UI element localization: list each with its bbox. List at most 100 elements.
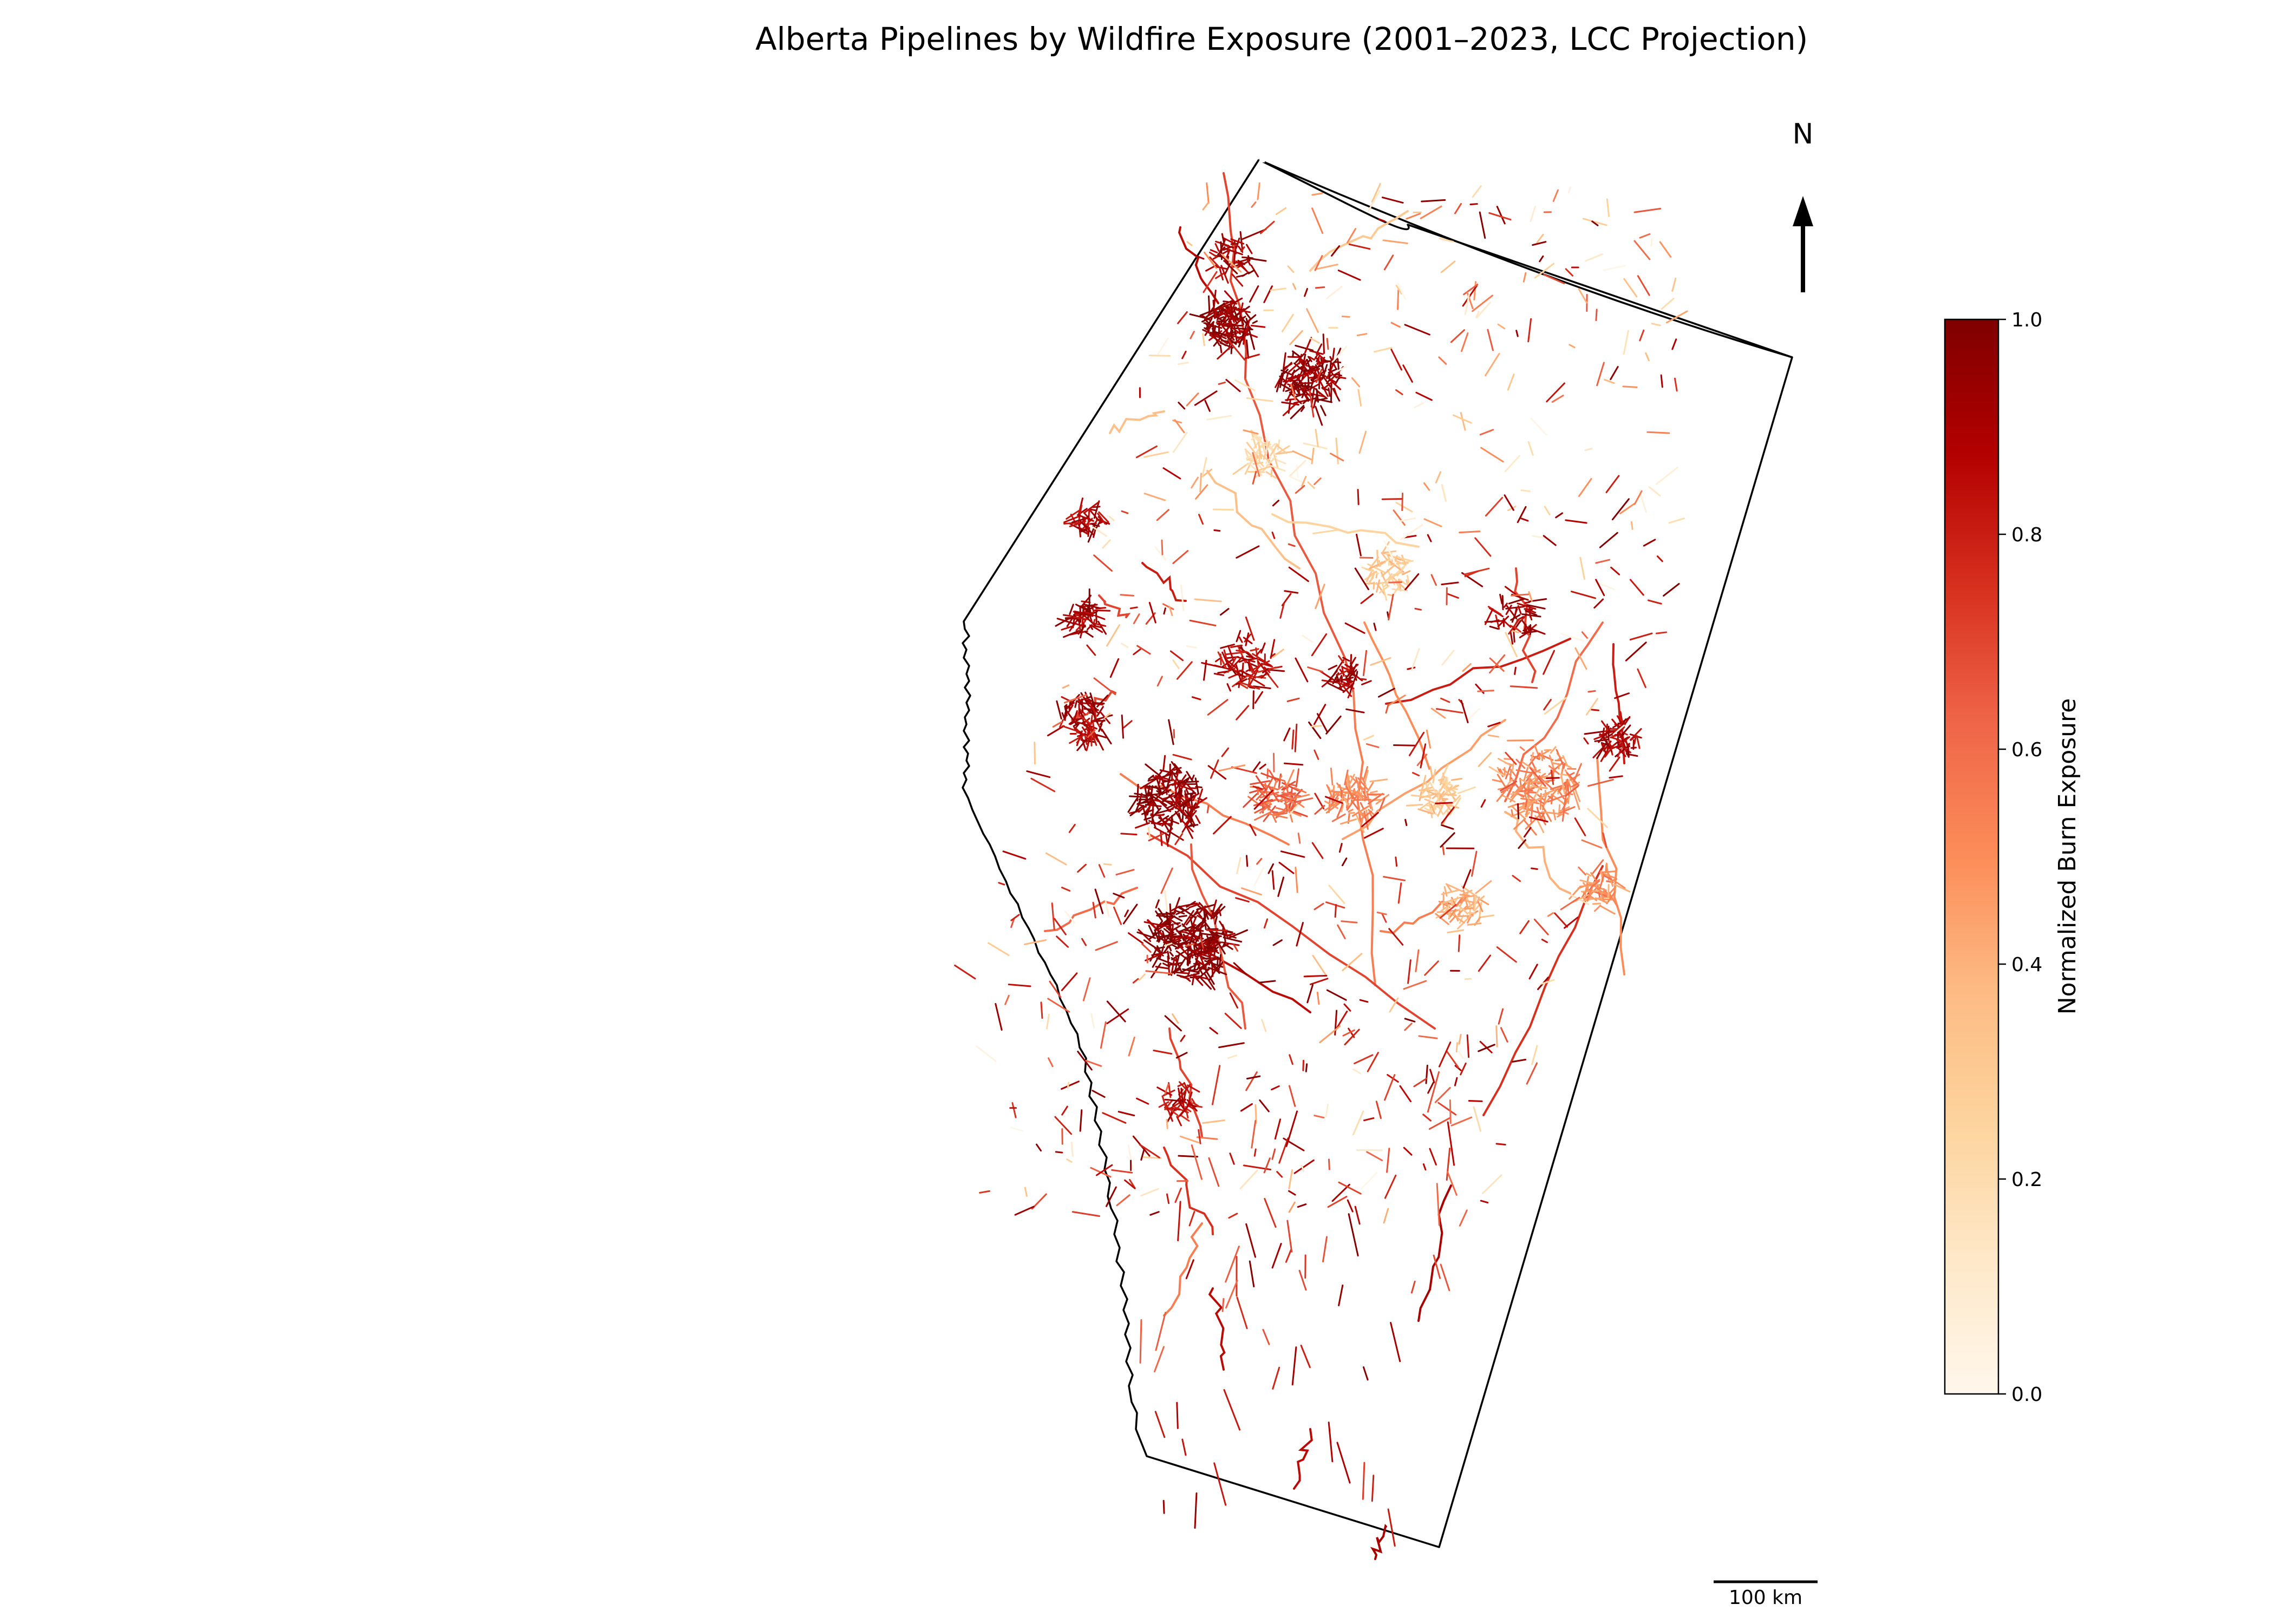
pipeline-segment (1284, 781, 1289, 794)
pipeline-segment (1406, 579, 1409, 587)
pipeline-segment (1253, 810, 1273, 821)
pipeline-segment (1136, 645, 1151, 655)
pipeline-segment (1259, 220, 1275, 234)
pipeline-segment (1105, 1186, 1117, 1207)
pipeline-segment (1295, 768, 1300, 788)
pipeline-segment (1095, 611, 1097, 624)
pipeline-segment (1479, 211, 1486, 239)
pipeline-segment (1158, 817, 1171, 827)
pipeline-segment (1291, 729, 1295, 750)
pipeline-segment (1605, 723, 1609, 738)
pipeline-segment (1092, 622, 1107, 627)
pipeline-segment (1196, 1136, 1218, 1140)
pipeline-segment (1358, 430, 1367, 454)
pipeline-segment (1427, 534, 1432, 542)
pipeline-segment (1569, 886, 1581, 900)
pipeline-segment (1188, 916, 1197, 935)
pipeline-segment (1475, 311, 1480, 318)
pipeline-segment (1278, 1137, 1289, 1164)
pipeline-segment (1086, 718, 1097, 728)
pipeline-segment (1195, 788, 1204, 808)
pipeline-segment (1303, 442, 1328, 450)
pipeline-segment (1172, 659, 1180, 669)
pipeline-segment (1179, 796, 1194, 808)
pipeline-segment (1203, 271, 1218, 293)
pipeline-segment (1238, 636, 1243, 643)
pipeline-segment (1447, 1121, 1455, 1166)
pipeline-segment (1084, 501, 1100, 513)
pipeline-segment (1348, 664, 1359, 673)
pipeline-segment (1403, 1147, 1413, 1156)
pipeline-segment (1530, 867, 1538, 870)
pipeline-segment (1156, 1086, 1172, 1096)
pipeline-segment (1548, 765, 1560, 775)
pipeline-segment (1195, 484, 1208, 500)
pipeline-segment (1010, 1127, 1024, 1132)
pipeline-segment (1375, 1101, 1382, 1119)
pipeline-segment (1045, 1013, 1050, 1030)
pipeline-segment (1135, 798, 1142, 811)
pipeline-segment (1314, 804, 1325, 815)
pipeline-segment (1446, 884, 1452, 892)
pipeline-segment (1180, 584, 1185, 611)
pipeline-segment (1120, 833, 1138, 836)
pipeline-segment (1429, 1148, 1437, 1165)
pipeline-segment (1366, 1151, 1383, 1162)
pipeline-segment (1179, 1084, 1191, 1099)
edge-mask (1259, 157, 1265, 162)
pipeline-segment (1314, 793, 1325, 810)
pipeline-segment (1308, 721, 1322, 739)
pipeline-segment (1213, 529, 1221, 532)
pipeline-segment (1149, 1211, 1160, 1216)
pipeline-segment (1240, 1103, 1253, 1112)
pipeline-segment (1511, 593, 1530, 597)
pipeline-segment (1527, 441, 1534, 456)
pipeline-segment (1225, 261, 1238, 274)
pipeline-segment (1497, 757, 1513, 767)
pipeline-segment (1155, 775, 1170, 781)
pipeline-segment (1252, 678, 1265, 687)
pipeline-segment (1290, 405, 1305, 420)
pipeline-segment (1348, 809, 1354, 813)
pipeline-segment (1141, 562, 1187, 602)
pipeline-segment (1223, 247, 1243, 256)
pipeline-segment (1395, 389, 1403, 396)
pipeline-segment (1265, 442, 1268, 455)
pipeline-segment (998, 882, 1005, 886)
pipeline-segment (1436, 793, 1457, 796)
pipeline-segment (1350, 780, 1358, 788)
pipeline-segment (1283, 379, 1298, 383)
pipeline-segment (1511, 1058, 1527, 1063)
pipeline-segment (1506, 788, 1512, 799)
pipeline-segment (1504, 586, 1519, 597)
pipeline-segment (1315, 286, 1325, 289)
pipeline-segment (1404, 573, 1420, 591)
pipeline-segment (1213, 816, 1232, 835)
pipeline-segment (1539, 255, 1544, 263)
pipeline-segment (1656, 555, 1663, 562)
pipeline-segment (1507, 778, 1514, 784)
pipeline-segment (1461, 885, 1479, 899)
pipeline-segment (1293, 1159, 1315, 1174)
pipeline-segment (1272, 451, 1279, 469)
pipeline-segment (1075, 723, 1080, 729)
pipeline-segment (1260, 772, 1280, 781)
pipeline-segment (1478, 954, 1492, 972)
pipeline-segment (1061, 696, 1075, 704)
pipeline-segment (1266, 768, 1269, 779)
pipeline-segment (1536, 233, 1544, 244)
pipeline-segment (1432, 769, 1436, 784)
pipeline-segment (1663, 582, 1680, 597)
pipeline-segment (1623, 330, 1629, 355)
pipeline-segment (1189, 619, 1217, 627)
pipeline-segment (1510, 784, 1522, 798)
pipeline-segment (1354, 1206, 1361, 1225)
pipeline-segment (1534, 263, 1555, 279)
pipeline-segment (1246, 258, 1251, 266)
pipeline-segment (1127, 797, 1138, 813)
pipeline-segment (1249, 330, 1256, 350)
pipeline-segment (1231, 766, 1257, 774)
pipeline-segment (1325, 1103, 1329, 1118)
pipeline-segment (1335, 437, 1339, 464)
pipeline-segment (1209, 256, 1221, 269)
